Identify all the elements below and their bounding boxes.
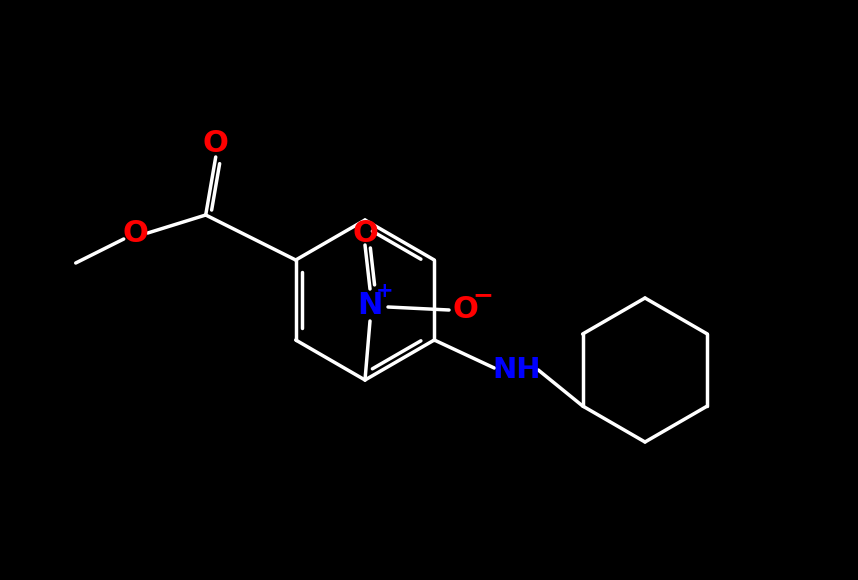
Text: −: − (473, 283, 493, 307)
Text: O: O (123, 219, 148, 248)
Text: N: N (357, 291, 383, 320)
Text: +: + (376, 281, 394, 301)
Text: O: O (352, 219, 378, 248)
Text: O: O (202, 129, 228, 158)
Text: O: O (452, 295, 478, 324)
Text: NH: NH (492, 356, 541, 384)
